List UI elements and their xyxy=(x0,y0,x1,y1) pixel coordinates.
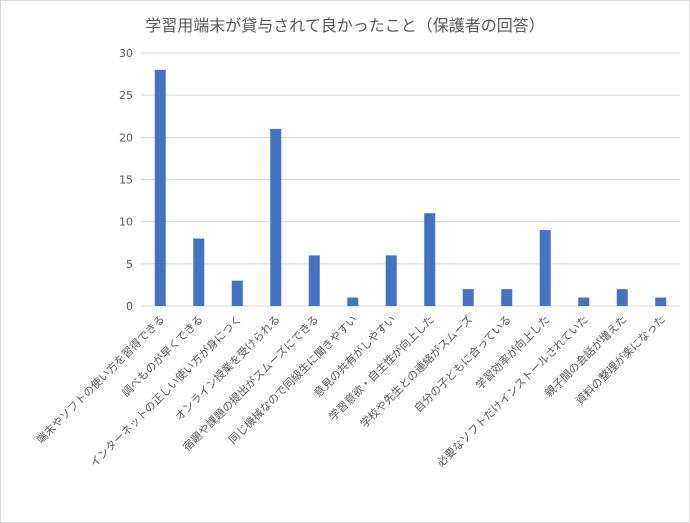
y-tick-label: 0 xyxy=(126,300,133,313)
y-tick-label: 15 xyxy=(119,174,133,187)
y-tick-label: 20 xyxy=(119,131,133,144)
bar xyxy=(193,238,205,306)
gridlines xyxy=(141,52,680,307)
bar xyxy=(424,213,436,306)
bar xyxy=(539,230,551,306)
bar xyxy=(270,128,282,306)
bar xyxy=(231,280,243,306)
y-tick-label: 10 xyxy=(119,216,133,229)
bar xyxy=(308,255,320,306)
x-axis-labels: 端末やソフトの使い方を習得できる調べものが早くできるインターネットの正しい使い方… xyxy=(33,312,668,470)
y-axis-ticks: 0 5 10 15 20 25 30 xyxy=(119,47,133,313)
x-category-label: 学習効率が向上した xyxy=(472,312,552,392)
y-tick-label: 5 xyxy=(126,258,133,271)
bar xyxy=(347,297,359,306)
bar xyxy=(501,289,513,306)
y-tick-label: 30 xyxy=(119,47,133,60)
bar xyxy=(385,255,397,306)
bar xyxy=(154,69,166,306)
bar xyxy=(462,289,474,306)
bar xyxy=(616,289,628,306)
x-category-label: 宿題や課題の提出がスムーズにできる xyxy=(180,312,322,454)
x-category-label: インターネットの正しい使い方が身につく xyxy=(87,312,245,470)
y-tick-label: 25 xyxy=(119,89,133,102)
chart-title: 学習用端末が貸与されて良かったこと（保護者の回答） xyxy=(145,16,545,35)
bar xyxy=(578,297,590,306)
bars xyxy=(154,69,667,306)
bar xyxy=(655,297,667,306)
